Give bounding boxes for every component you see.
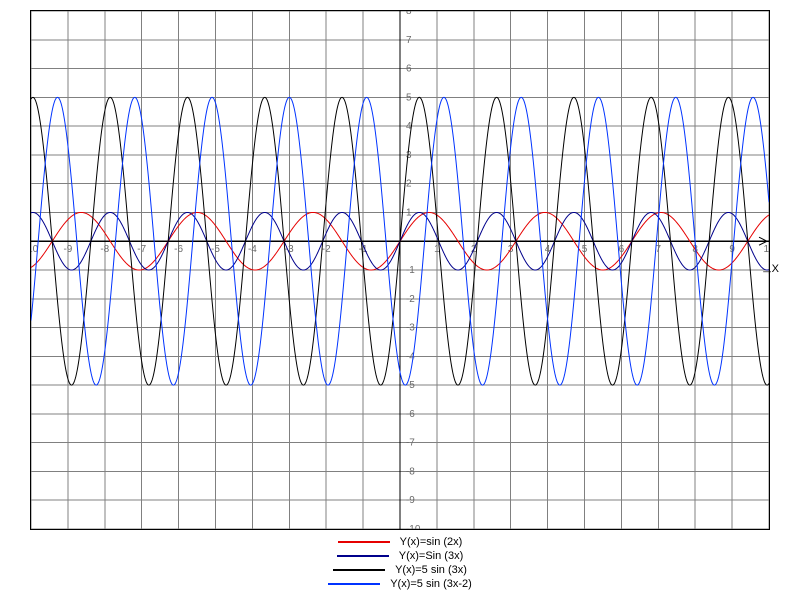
svg-text:8: 8 <box>406 11 412 17</box>
legend-label: Y(x)=Sin (3x) <box>399 550 464 562</box>
legend-swatch <box>333 569 385 571</box>
svg-text:-8: -8 <box>406 466 415 477</box>
legend-label: Y(x)=5 sin (3x-2) <box>390 578 472 590</box>
legend-row: Y(x)=5 sin (3x-2) <box>328 578 472 590</box>
svg-text:-5: -5 <box>406 380 415 391</box>
svg-text:-8: -8 <box>100 244 109 255</box>
svg-text:2: 2 <box>406 179 412 190</box>
svg-text:-3: -3 <box>406 323 415 334</box>
svg-text:6: 6 <box>406 64 412 75</box>
svg-text:-9: -9 <box>63 244 72 255</box>
legend-label: Y(x)=5 sin (3x) <box>395 564 467 576</box>
svg-text:-4: -4 <box>248 244 257 255</box>
svg-text:10: 10 <box>763 244 769 255</box>
legend-label: Y(x)=sin (2x) <box>400 536 463 548</box>
sine-chart: -10-9-8-7-6-5-4-3-2-112345678910-10-9-8-… <box>30 10 770 530</box>
svg-text:4: 4 <box>545 244 551 255</box>
svg-text:-2: -2 <box>322 244 331 255</box>
legend: Y(x)=sin (2x) Y(x)=Sin (3x) Y(x)=5 sin (3x… <box>30 536 770 590</box>
svg-text:-10: -10 <box>406 524 421 529</box>
svg-text:5: 5 <box>406 92 412 103</box>
svg-text:-9: -9 <box>406 495 415 506</box>
svg-text:-1: -1 <box>406 265 415 276</box>
legend-row: Y(x)=5 sin (3x) <box>333 564 467 576</box>
svg-text:1: 1 <box>406 207 412 218</box>
svg-text:-7: -7 <box>137 244 146 255</box>
svg-text:7: 7 <box>406 35 412 46</box>
legend-row: Y(x)=sin (2x) <box>338 536 463 548</box>
legend-swatch <box>338 541 390 543</box>
svg-text:-7: -7 <box>406 438 415 449</box>
svg-text:3: 3 <box>406 150 412 161</box>
x-axis-arrow: →X <box>761 262 781 277</box>
svg-text:-6: -6 <box>406 409 415 420</box>
legend-swatch <box>337 555 389 557</box>
svg-text:-2: -2 <box>406 294 415 305</box>
plot-svg: -10-9-8-7-6-5-4-3-2-112345678910-10-9-8-… <box>31 11 769 529</box>
svg-text:-6: -6 <box>174 244 183 255</box>
legend-row: Y(x)=Sin (3x) <box>337 550 464 562</box>
legend-swatch <box>328 583 380 585</box>
